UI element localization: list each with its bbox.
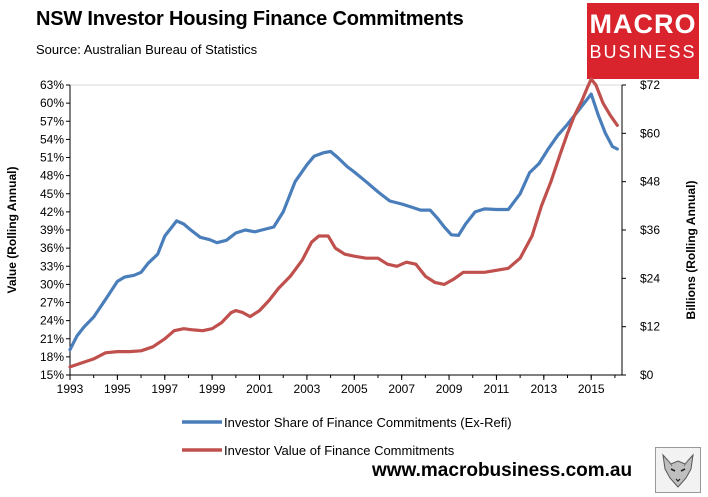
left-tick-label: 63% [40,78,64,92]
x-tick-label: 2009 [436,382,463,396]
x-tick-label: 2005 [341,382,368,396]
left-tick-label: 33% [40,259,64,273]
legend: Investor Share of Finance Commitments (E… [182,415,512,458]
left-tick-label: 24% [40,314,64,328]
left-tick-label: 30% [40,277,64,291]
x-tick-label: 1995 [104,382,131,396]
left-tick-label: 15% [40,368,64,382]
logo-line-2: BUSINESS [589,42,697,62]
series-line-investor-share [68,92,619,352]
right-tick-label: $72 [640,78,660,92]
left-tick-label: 27% [40,296,64,310]
chart-title: NSW Investor Housing Finance Commitments [36,8,464,30]
left-axis-title: Value (Rolling Annual) [5,167,19,294]
plot-area [69,84,623,376]
x-tick-label: 2001 [246,382,273,396]
x-tick-label: 2015 [578,382,605,396]
x-tick-label: 1999 [199,382,226,396]
left-tick-label: 21% [40,332,64,346]
left-tick-label: 18% [40,350,64,364]
left-tick-label: 39% [40,223,64,237]
macrobusiness-logo: MACRO BUSINESS [587,3,699,79]
right-tick-label: $36 [640,223,660,237]
right-tick-label: $60 [640,126,660,140]
left-tick-label: 42% [40,205,64,219]
x-tick-label: 2007 [388,382,415,396]
x-tick-label: 2011 [484,382,510,396]
series-layer [68,77,619,369]
left-tick-label: 60% [40,96,64,110]
series-line-investor-value [68,77,619,369]
left-tick-label: 51% [40,151,64,165]
right-axis-title: Billions (Rolling Annual) [684,181,698,320]
left-tick-label: 48% [40,169,64,183]
chart-subtitle: Source: Australian Bureau of Statistics [36,42,258,57]
legend-label: Investor Value of Finance Commitments [224,443,455,458]
right-tick-label: $24 [640,271,660,285]
right-tick-label: $0 [640,368,654,382]
axes: 15% 18% 21% 24% 27% 30% 33% 36% 39% 42% 45% 48% 51% 5… [40,78,660,396]
x-tick-label: 2013 [530,382,557,396]
legend-label: Investor Share of Finance Commitments (E… [224,415,512,430]
left-tick-label: 45% [40,187,64,201]
left-tick-label: 36% [40,241,64,255]
wolf-icon [655,447,701,493]
logo-line-1: MACRO [589,9,697,39]
left-tick-label: 57% [40,114,64,128]
right-tick-label: $12 [640,320,660,334]
left-tick-label: 54% [40,132,64,146]
x-tick-label: 1993 [57,382,84,396]
website-url: www.macrobusiness.com.au [372,460,633,481]
x-tick-label: 1997 [151,382,178,396]
x-tick-label: 2003 [294,382,321,396]
right-tick-label: $48 [640,175,660,189]
